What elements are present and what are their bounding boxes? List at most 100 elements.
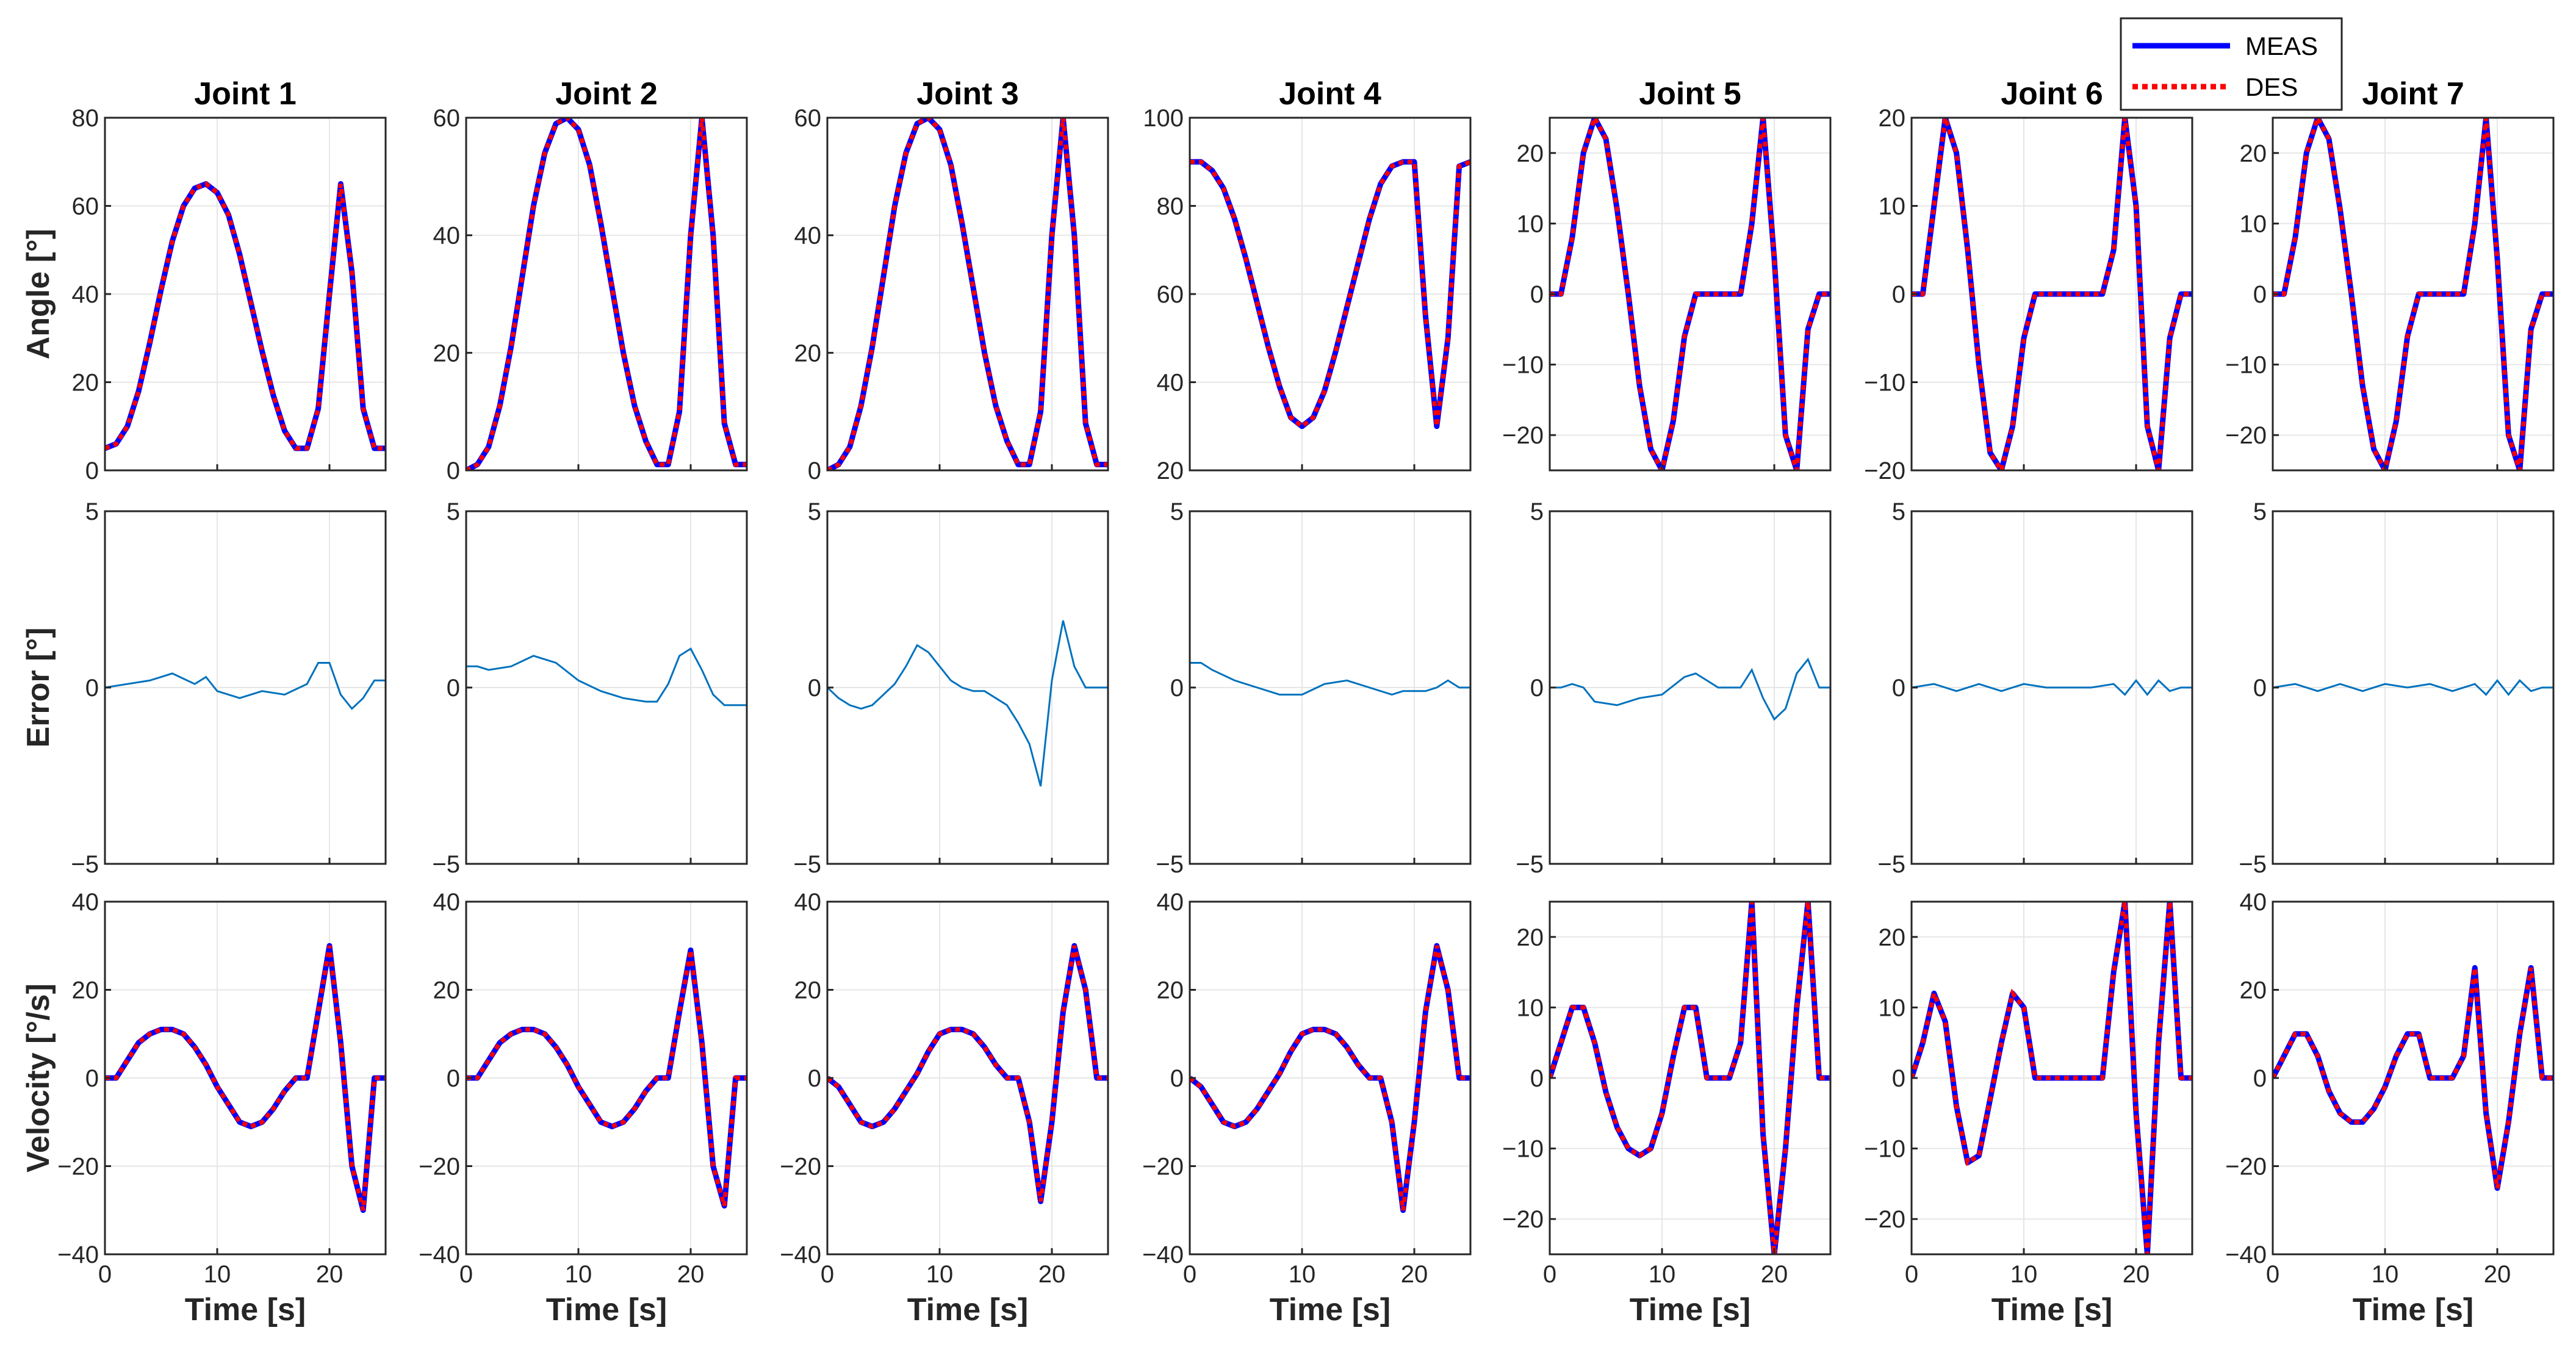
y-tick-label: 0 — [447, 675, 460, 702]
y-tick-label: −5 — [1516, 851, 1544, 878]
meas-series-line — [466, 118, 747, 470]
error-series-line — [827, 620, 1108, 787]
x-axis-label: Time [s] — [1270, 1292, 1391, 1327]
legend-box — [2120, 17, 2343, 111]
velocity-axes: −40 −20 0 20 40 0 10 20 Time [s] — [2225, 889, 2555, 1327]
y-tick-label: 40 — [433, 223, 461, 250]
x-tick-label: 10 — [2372, 1261, 2399, 1288]
error-axes: −5 0 5 Error [°] — [21, 498, 387, 878]
y-tick-label: −40 — [57, 1241, 99, 1268]
error-axes: −5 0 5 — [2239, 498, 2555, 878]
y-tick-label: −20 — [1864, 458, 1905, 484]
des-series-line — [2273, 967, 2553, 1189]
y-tick-label: 40 — [72, 281, 99, 308]
error-axes: −5 0 5 — [1516, 498, 1832, 878]
error-series-line — [1550, 657, 1830, 721]
y-tick-label: 0 — [808, 458, 821, 484]
legend-meas-label: MEAS — [2245, 32, 2318, 60]
y-axis-label: Angle [°] — [21, 229, 56, 359]
y-tick-label: 0 — [1530, 1065, 1544, 1092]
joint-column-3: Joint 3 0 20 40 60 −5 0 5 −40 −20 0 20 40 0 10 20 Time [… — [780, 76, 1109, 1327]
angle-axes: 0 20 40 60 80 Angle [°] — [21, 105, 387, 484]
y-tick-label: 5 — [85, 498, 99, 525]
error-axes: −5 0 5 — [1156, 498, 1472, 878]
y-tick-label: 0 — [447, 1065, 460, 1092]
x-axis-label: Time [s] — [546, 1292, 667, 1327]
y-tick-label: −20 — [1502, 1206, 1544, 1233]
joint-title: Joint 7 — [2362, 76, 2464, 112]
meas-series-line — [827, 118, 1108, 470]
velocity-axes: −40 −20 0 20 40 0 10 20 Time [s] — [1142, 889, 1472, 1327]
y-tick-label: 0 — [447, 458, 460, 484]
y-tick-label: −20 — [1502, 422, 1544, 449]
x-tick-label: 20 — [1401, 1261, 1428, 1288]
x-axis-label: Time [s] — [185, 1292, 306, 1327]
x-tick-label: 20 — [1761, 1261, 1788, 1288]
y-tick-label: −20 — [1864, 1206, 1905, 1233]
y-axis-label: Error [°] — [21, 627, 56, 747]
y-tick-label: 20 — [1157, 977, 1184, 1004]
des-series-line — [2273, 118, 2553, 470]
y-tick-label: 10 — [2240, 210, 2267, 237]
angle-axes: 0 20 40 60 — [433, 105, 748, 484]
y-tick-label: −10 — [1502, 352, 1544, 379]
y-tick-label: 20 — [1517, 140, 1544, 167]
y-tick-label: 0 — [1892, 281, 1905, 308]
x-axis-label: Time [s] — [907, 1292, 1028, 1327]
y-tick-label: 20 — [2240, 140, 2267, 167]
joint-title: Joint 3 — [916, 76, 1019, 112]
angle-axes: −20 −10 0 10 20 — [1864, 105, 2193, 484]
axes-frame — [826, 117, 1109, 472]
joint-title: Joint 5 — [1639, 76, 1741, 112]
joint-title: Joint 2 — [555, 76, 658, 112]
x-tick-label: 10 — [926, 1261, 954, 1288]
error-series-line — [2273, 678, 2553, 697]
y-tick-label: 40 — [433, 889, 461, 916]
joint-column-7: Joint 7 −20 −10 0 10 20 −5 0 5 −40 −20 0 20 40 0 10 20 Ti… — [2225, 76, 2555, 1327]
des-series-line — [1550, 118, 1830, 470]
y-tick-label: −5 — [793, 851, 821, 878]
y-tick-label: 0 — [85, 675, 99, 702]
error-series-line — [466, 647, 747, 706]
y-tick-label: 20 — [794, 340, 822, 367]
joint-column-4: Joint 4 20 40 60 80 100 −5 0 5 −40 −20 0 20 40 0 10 20 Ti… — [1142, 76, 1472, 1327]
y-tick-label: 10 — [1517, 210, 1544, 237]
velocity-axes: −40 −20 0 20 40 0 10 20 Time [s] — [780, 889, 1109, 1327]
y-tick-label: 10 — [1879, 994, 1906, 1021]
joint-title: Joint 1 — [194, 76, 297, 112]
des-series-line — [1550, 902, 1830, 1254]
x-tick-label: 10 — [1289, 1261, 1316, 1288]
des-series-line — [1912, 902, 2192, 1254]
y-tick-label: 0 — [85, 1065, 99, 1092]
x-tick-label: 10 — [2010, 1261, 2038, 1288]
x-tick-label: 10 — [565, 1261, 592, 1288]
joint-title: Joint 6 — [2001, 76, 2103, 112]
x-tick-label: 10 — [204, 1261, 231, 1288]
y-tick-label: −10 — [1864, 370, 1905, 397]
y-tick-label: 60 — [794, 105, 822, 132]
y-tick-label: −20 — [1142, 1154, 1184, 1180]
y-tick-label: 20 — [2240, 977, 2267, 1004]
y-tick-label: 20 — [1517, 924, 1544, 951]
x-tick-label: 0 — [1543, 1261, 1556, 1288]
y-tick-label: 0 — [1530, 281, 1544, 308]
y-tick-label: 20 — [794, 977, 822, 1004]
y-tick-label: 0 — [2253, 675, 2267, 702]
y-tick-label: −10 — [2225, 352, 2267, 379]
des-series-line — [1190, 159, 1470, 429]
y-tick-label: 20 — [1879, 105, 1906, 132]
des-series-line — [827, 945, 1108, 1202]
des-series-line — [466, 118, 747, 470]
joint-column-2: Joint 2 0 20 40 60 −5 0 5 −40 −20 0 20 40 0 10 20 Time [… — [419, 76, 748, 1327]
des-series-line — [827, 118, 1108, 470]
joint-column-1: Joint 1 0 20 40 60 80 Angle [°] −5 0 5 Error [°] −4… — [21, 76, 387, 1327]
y-tick-label: 0 — [1892, 675, 1905, 702]
error-series-line — [1912, 678, 2192, 697]
y-tick-label: −40 — [1142, 1241, 1184, 1268]
y-axis-label: Velocity [°/s] — [21, 983, 56, 1173]
y-tick-label: 60 — [1157, 281, 1184, 308]
y-tick-label: −20 — [780, 1154, 821, 1180]
y-tick-label: −40 — [419, 1241, 460, 1268]
x-tick-label: 0 — [459, 1261, 473, 1288]
